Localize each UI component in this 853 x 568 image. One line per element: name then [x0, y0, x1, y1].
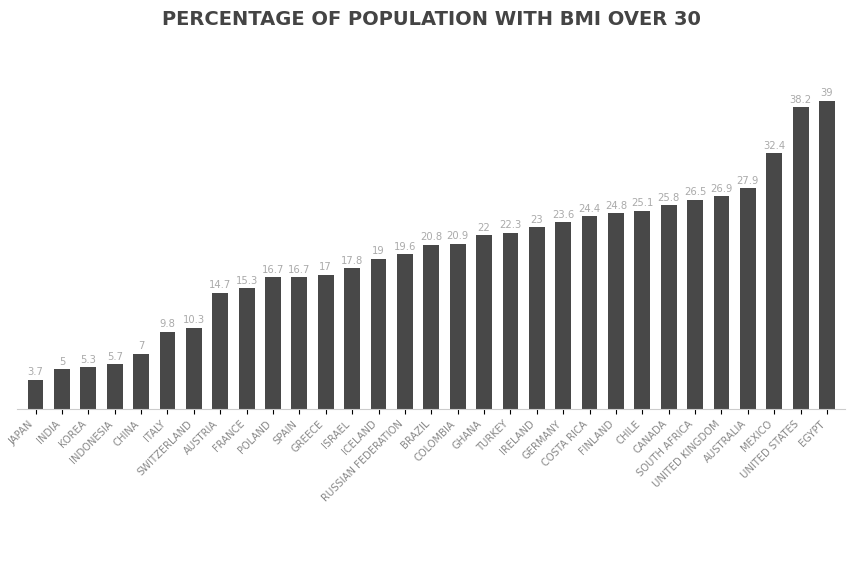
Bar: [186, 328, 201, 409]
Text: 23: 23: [530, 215, 543, 225]
Text: 20.8: 20.8: [420, 232, 442, 242]
Text: 27.9: 27.9: [736, 176, 758, 186]
Bar: [264, 277, 281, 409]
Text: 26.5: 26.5: [683, 187, 705, 197]
Text: 24.8: 24.8: [604, 201, 626, 211]
Text: 5.7: 5.7: [107, 352, 123, 362]
Bar: [133, 354, 148, 409]
Text: 14.7: 14.7: [209, 281, 231, 290]
Bar: [27, 380, 44, 409]
Text: 15.3: 15.3: [235, 275, 258, 286]
Text: 32.4: 32.4: [763, 140, 785, 151]
Text: 22.3: 22.3: [499, 220, 521, 231]
Bar: [607, 213, 624, 409]
Bar: [291, 277, 307, 409]
Bar: [502, 233, 518, 409]
Text: 39: 39: [820, 89, 833, 98]
Bar: [370, 259, 386, 409]
Title: PERCENTAGE OF POPULATION WITH BMI OVER 30: PERCENTAGE OF POPULATION WITH BMI OVER 3…: [161, 10, 700, 28]
Text: 19: 19: [372, 247, 385, 256]
Bar: [687, 199, 702, 409]
Text: 19.6: 19.6: [393, 242, 415, 252]
Bar: [792, 107, 808, 409]
Text: 10.3: 10.3: [183, 315, 205, 325]
Bar: [476, 235, 491, 409]
Bar: [160, 332, 175, 409]
Bar: [80, 367, 96, 409]
Bar: [397, 254, 412, 409]
Bar: [107, 364, 123, 409]
Bar: [713, 197, 728, 409]
Text: 20.9: 20.9: [446, 231, 468, 241]
Text: 5.3: 5.3: [80, 354, 96, 365]
Text: 26.9: 26.9: [710, 184, 732, 194]
Text: 3.7: 3.7: [27, 367, 44, 377]
Bar: [317, 274, 334, 409]
Bar: [344, 268, 360, 409]
Bar: [450, 244, 465, 409]
Bar: [423, 245, 438, 409]
Bar: [212, 293, 228, 409]
Text: 16.7: 16.7: [287, 265, 310, 274]
Text: 23.6: 23.6: [551, 210, 573, 220]
Bar: [238, 288, 254, 409]
Text: 25.8: 25.8: [657, 193, 679, 203]
Bar: [765, 153, 781, 409]
Bar: [634, 211, 649, 409]
Bar: [554, 223, 571, 409]
Bar: [818, 101, 834, 409]
Text: 9.8: 9.8: [160, 319, 175, 329]
Text: 38.2: 38.2: [789, 95, 810, 105]
Text: 7: 7: [137, 341, 144, 351]
Bar: [739, 189, 755, 409]
Bar: [581, 216, 597, 409]
Text: 16.7: 16.7: [262, 265, 284, 274]
Bar: [528, 227, 544, 409]
Text: 17: 17: [319, 262, 332, 272]
Text: 25.1: 25.1: [630, 198, 653, 208]
Text: 17.8: 17.8: [340, 256, 363, 266]
Text: 22: 22: [477, 223, 490, 233]
Bar: [54, 369, 70, 409]
Text: 24.4: 24.4: [577, 204, 600, 214]
Text: 5: 5: [59, 357, 65, 367]
Bar: [660, 205, 676, 409]
